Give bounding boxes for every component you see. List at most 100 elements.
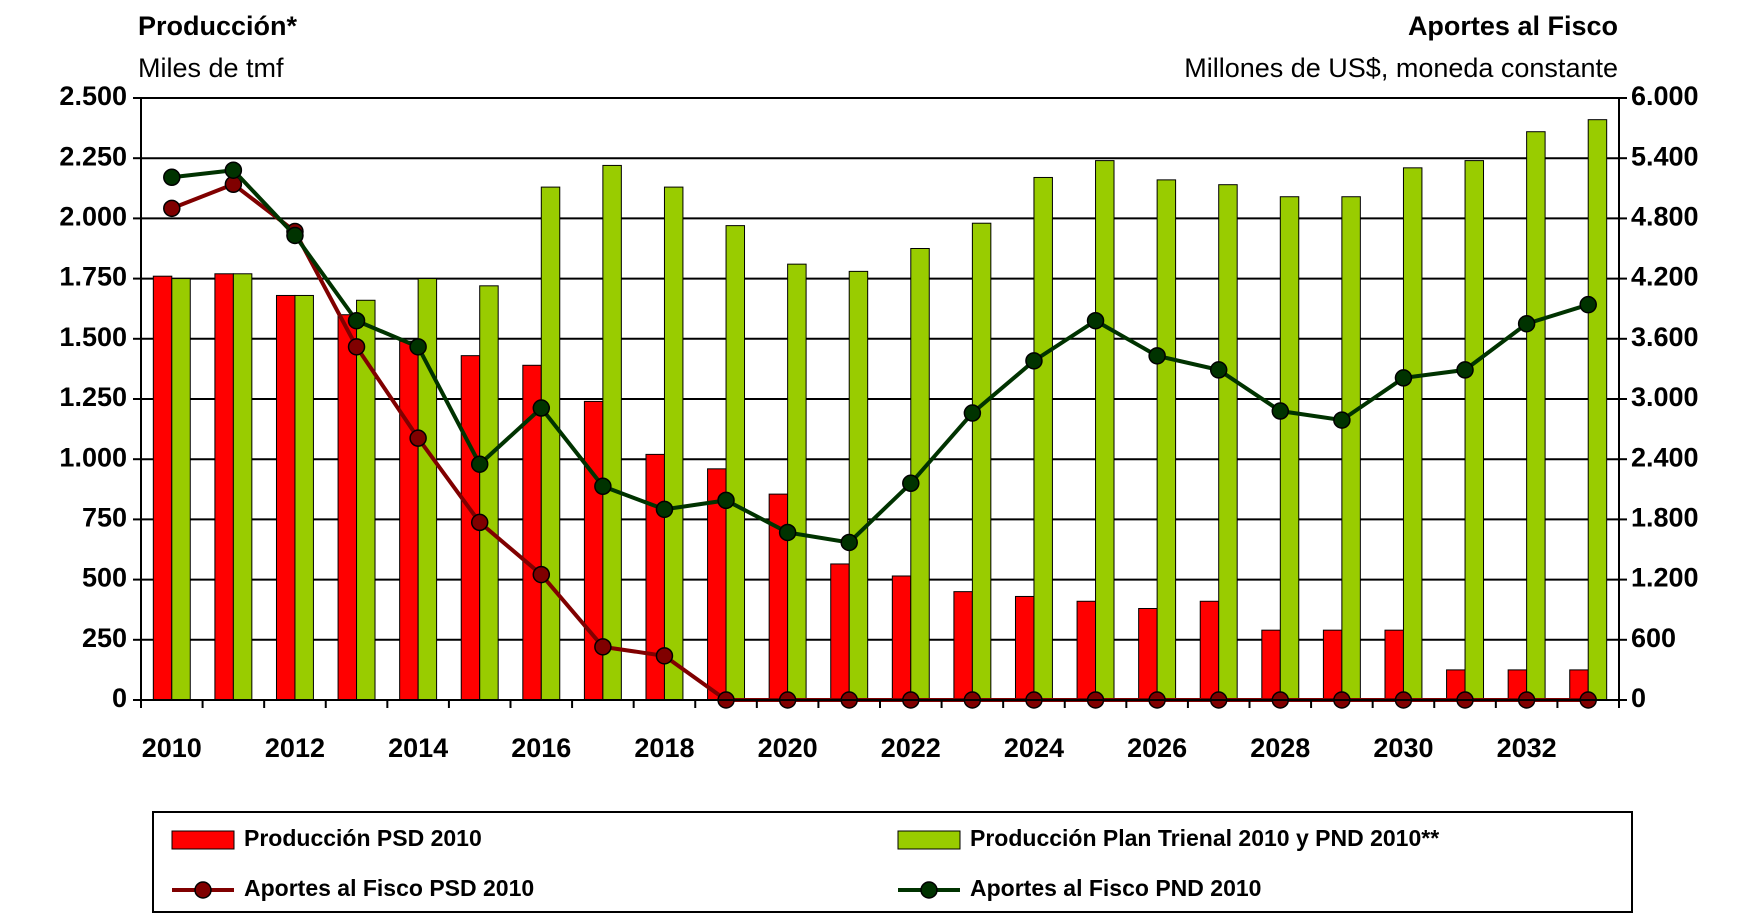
- line-marker: [347, 338, 366, 356]
- y2-tick-label: 6.000: [1631, 81, 1699, 111]
- bar: [663, 186, 684, 701]
- legend-swatch: [897, 830, 961, 850]
- bar: [848, 270, 869, 701]
- x-tick-label: 2020: [758, 733, 818, 763]
- line-marker: [655, 500, 674, 519]
- line-marker: [286, 226, 304, 245]
- line-marker: [409, 338, 427, 356]
- line-marker: [532, 399, 551, 417]
- right-axis-title: Aportes al Fisco: [1408, 11, 1618, 41]
- bar: [1156, 179, 1177, 701]
- y2-tick-label: 4.200: [1631, 262, 1699, 292]
- chart-subtitle: Miles de tmf: [138, 53, 284, 83]
- line-marker: [1025, 352, 1043, 370]
- legend-label: Producción Plan Trienal 2010 y PND 2010*…: [970, 825, 1439, 851]
- bar: [1279, 196, 1300, 701]
- x-tick-label: 2024: [1004, 733, 1064, 763]
- bar: [583, 400, 604, 701]
- right-axis-subtitle: Millones de US$, moneda constante: [1184, 53, 1618, 83]
- line-marker: [594, 638, 612, 656]
- line-marker: [1394, 369, 1413, 387]
- legend-swatch: [171, 830, 235, 850]
- bar: [171, 278, 191, 701]
- y-tick-label: 2.000: [59, 202, 127, 232]
- bar: [479, 285, 499, 701]
- bar: [1464, 160, 1485, 701]
- bar: [1402, 167, 1423, 701]
- bar: [602, 164, 622, 701]
- y2-tick-label: 5.400: [1631, 141, 1699, 171]
- bar: [1076, 600, 1097, 701]
- x-tick-label: 2014: [388, 733, 448, 763]
- x-tick-label: 2018: [634, 733, 694, 763]
- x-tick-label: 2032: [1497, 733, 1557, 763]
- bar: [232, 273, 253, 701]
- line-marker: [655, 647, 674, 665]
- y2-tick-label: 1.200: [1631, 563, 1699, 593]
- bar: [214, 273, 234, 701]
- y-tick-label: 500: [82, 563, 127, 593]
- bar: [399, 340, 419, 701]
- line-marker: [594, 477, 612, 496]
- line-marker: [1086, 311, 1105, 330]
- bar: [1341, 196, 1361, 701]
- line-marker: [163, 168, 181, 187]
- bar: [891, 575, 912, 701]
- line: [171, 182, 1589, 702]
- line-marker: [347, 311, 366, 330]
- y2-tick-label: 600: [1631, 623, 1676, 653]
- line: [171, 168, 1589, 545]
- bar: [830, 563, 850, 701]
- y2-tick-label: 3.000: [1631, 382, 1699, 412]
- line-marker: [1517, 315, 1536, 333]
- line-marker: [902, 474, 920, 493]
- line-marker: [1333, 411, 1351, 429]
- line-marker: [778, 523, 797, 542]
- y-tick-label: 250: [82, 623, 127, 653]
- y-tick-label: 1.250: [59, 382, 127, 412]
- legend-marker: [920, 881, 938, 899]
- line-marker: [1148, 347, 1166, 365]
- chart-title: Producción*: [138, 11, 298, 41]
- bar: [725, 225, 746, 701]
- line-marker: [717, 491, 735, 510]
- bar: [1384, 629, 1404, 701]
- line-marker: [1271, 402, 1290, 420]
- y-tick-label: 0: [112, 683, 127, 713]
- y-tick-label: 2.500: [59, 81, 127, 111]
- line-marker: [409, 429, 427, 447]
- bar: [540, 186, 561, 701]
- y-tick-label: 1.500: [59, 322, 127, 352]
- x-tick-label: 2030: [1373, 733, 1433, 763]
- y2-tick-label: 2.400: [1631, 442, 1699, 472]
- line-marker: [470, 513, 489, 532]
- line-marker: [1456, 361, 1474, 379]
- bar: [971, 222, 992, 701]
- bar: [152, 275, 173, 701]
- y2-tick-label: 3.600: [1631, 322, 1699, 352]
- x-tick-label: 2016: [511, 733, 571, 763]
- legend-label: Aportes al Fisco PSD 2010: [244, 875, 534, 901]
- bar: [1322, 629, 1343, 701]
- line-marker: [470, 455, 489, 473]
- legend-box: [152, 811, 1633, 913]
- bar: [294, 294, 314, 701]
- bar: [953, 591, 973, 701]
- line-marker: [1579, 295, 1597, 314]
- y-tick-label: 1.750: [59, 262, 127, 292]
- y2-tick-label: 0: [1631, 683, 1646, 713]
- bar: [1138, 607, 1158, 701]
- y2-tick-label: 4.800: [1631, 202, 1699, 232]
- line-marker: [963, 404, 982, 422]
- bar: [1033, 176, 1053, 701]
- bar: [1526, 131, 1546, 701]
- bar: [1014, 595, 1035, 701]
- bar: [1261, 629, 1281, 701]
- bar: [1199, 600, 1220, 701]
- bar: [1587, 119, 1608, 701]
- bar: [1218, 184, 1238, 701]
- bar: [787, 263, 807, 701]
- legend-label: Producción PSD 2010: [244, 825, 482, 851]
